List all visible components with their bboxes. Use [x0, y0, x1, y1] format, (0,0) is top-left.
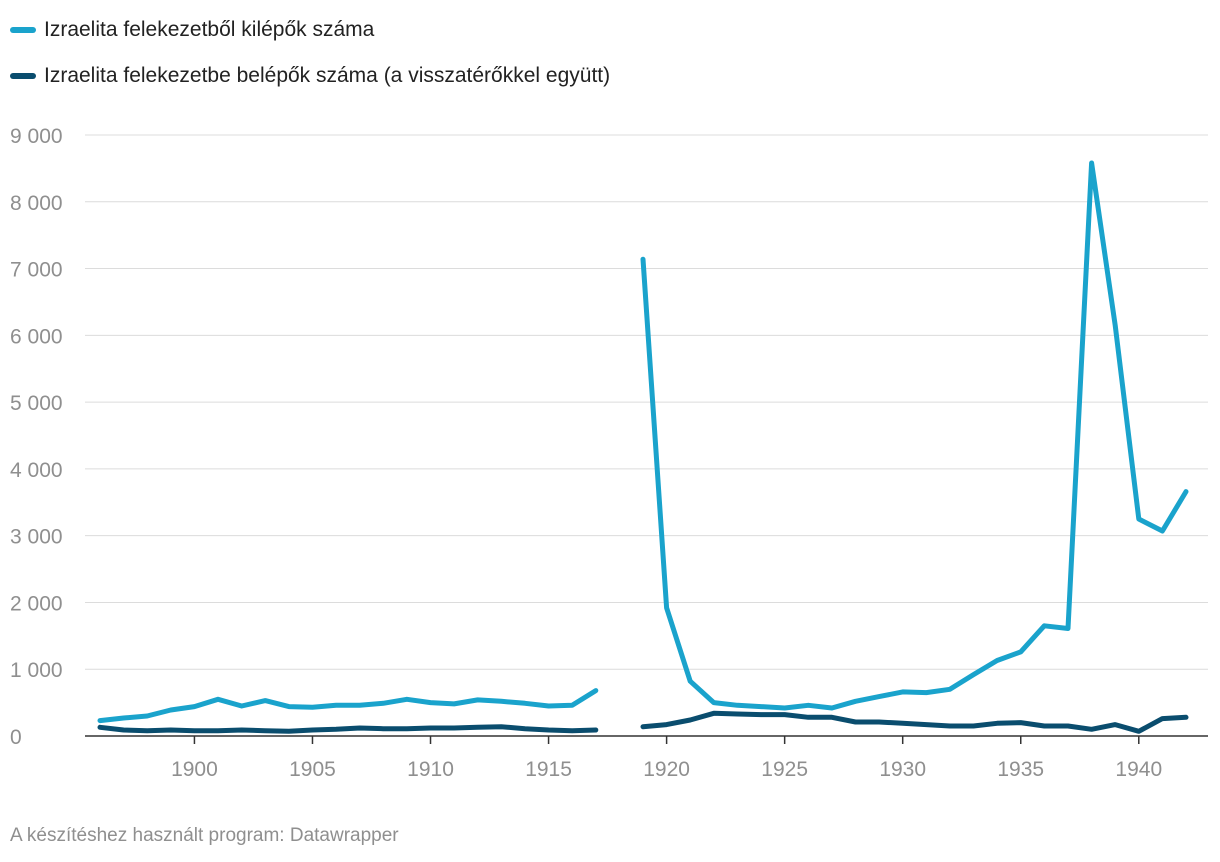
y-tick-label-5000: 5 000: [10, 392, 63, 415]
x-tick-label-1900: 1900: [171, 758, 218, 781]
x-tick-label-1925: 1925: [761, 758, 808, 781]
x-tick-label-1935: 1935: [997, 758, 1044, 781]
legend-swatch-belepok: [10, 73, 36, 79]
x-tick-label-1910: 1910: [407, 758, 454, 781]
y-tick-label-3000: 3 000: [10, 526, 63, 549]
y-axis-ticks: 0 1 000 2 000 3 000 4 000 5 000 6 000 7 000 8 00…: [10, 125, 63, 749]
x-tick-label-1930: 1930: [879, 758, 926, 781]
y-tick-label-6000: 6 000: [10, 325, 63, 348]
gridlines: [85, 134, 1208, 670]
x-tick-label-1905: 1905: [289, 758, 336, 781]
x-tick-label-1920: 1920: [643, 758, 690, 781]
legend: Izraelita felekezetből kilépők száma Izr…: [10, 12, 610, 104]
series-line-0: [97, 160, 1189, 724]
y-tick-label-1000: 1 000: [10, 659, 63, 682]
x-axis-ticks: 1900 1905 1910 1915 1920 1925 1930 1935 1940: [171, 736, 1162, 781]
legend-item-kilepok: Izraelita felekezetből kilépők száma: [10, 12, 610, 48]
legend-swatch-kilepok: [10, 27, 36, 33]
y-tick-label-8000: 8 000: [10, 192, 63, 215]
y-tick-label-4000: 4 000: [10, 459, 63, 482]
source-note: A készítéshez használt program: Datawrap…: [10, 825, 399, 846]
y-tick-label-7000: 7 000: [10, 259, 63, 282]
series-lines: [97, 160, 1189, 734]
x-tick-label-1940: 1940: [1115, 758, 1162, 781]
legend-label-kilepok: Izraelita felekezetből kilépők száma: [44, 18, 375, 41]
y-tick-label-9000: 9 000: [10, 125, 63, 148]
x-tick-label-1915: 1915: [525, 758, 572, 781]
y-tick-label-2000: 2 000: [10, 592, 63, 615]
y-tick-label-0: 0: [10, 726, 22, 749]
legend-item-belepok: Izraelita felekezetbe belépők száma (a v…: [10, 58, 610, 94]
legend-label-belepok: Izraelita felekezetbe belépők száma (a v…: [44, 64, 611, 87]
series-line-1: [97, 710, 1189, 734]
